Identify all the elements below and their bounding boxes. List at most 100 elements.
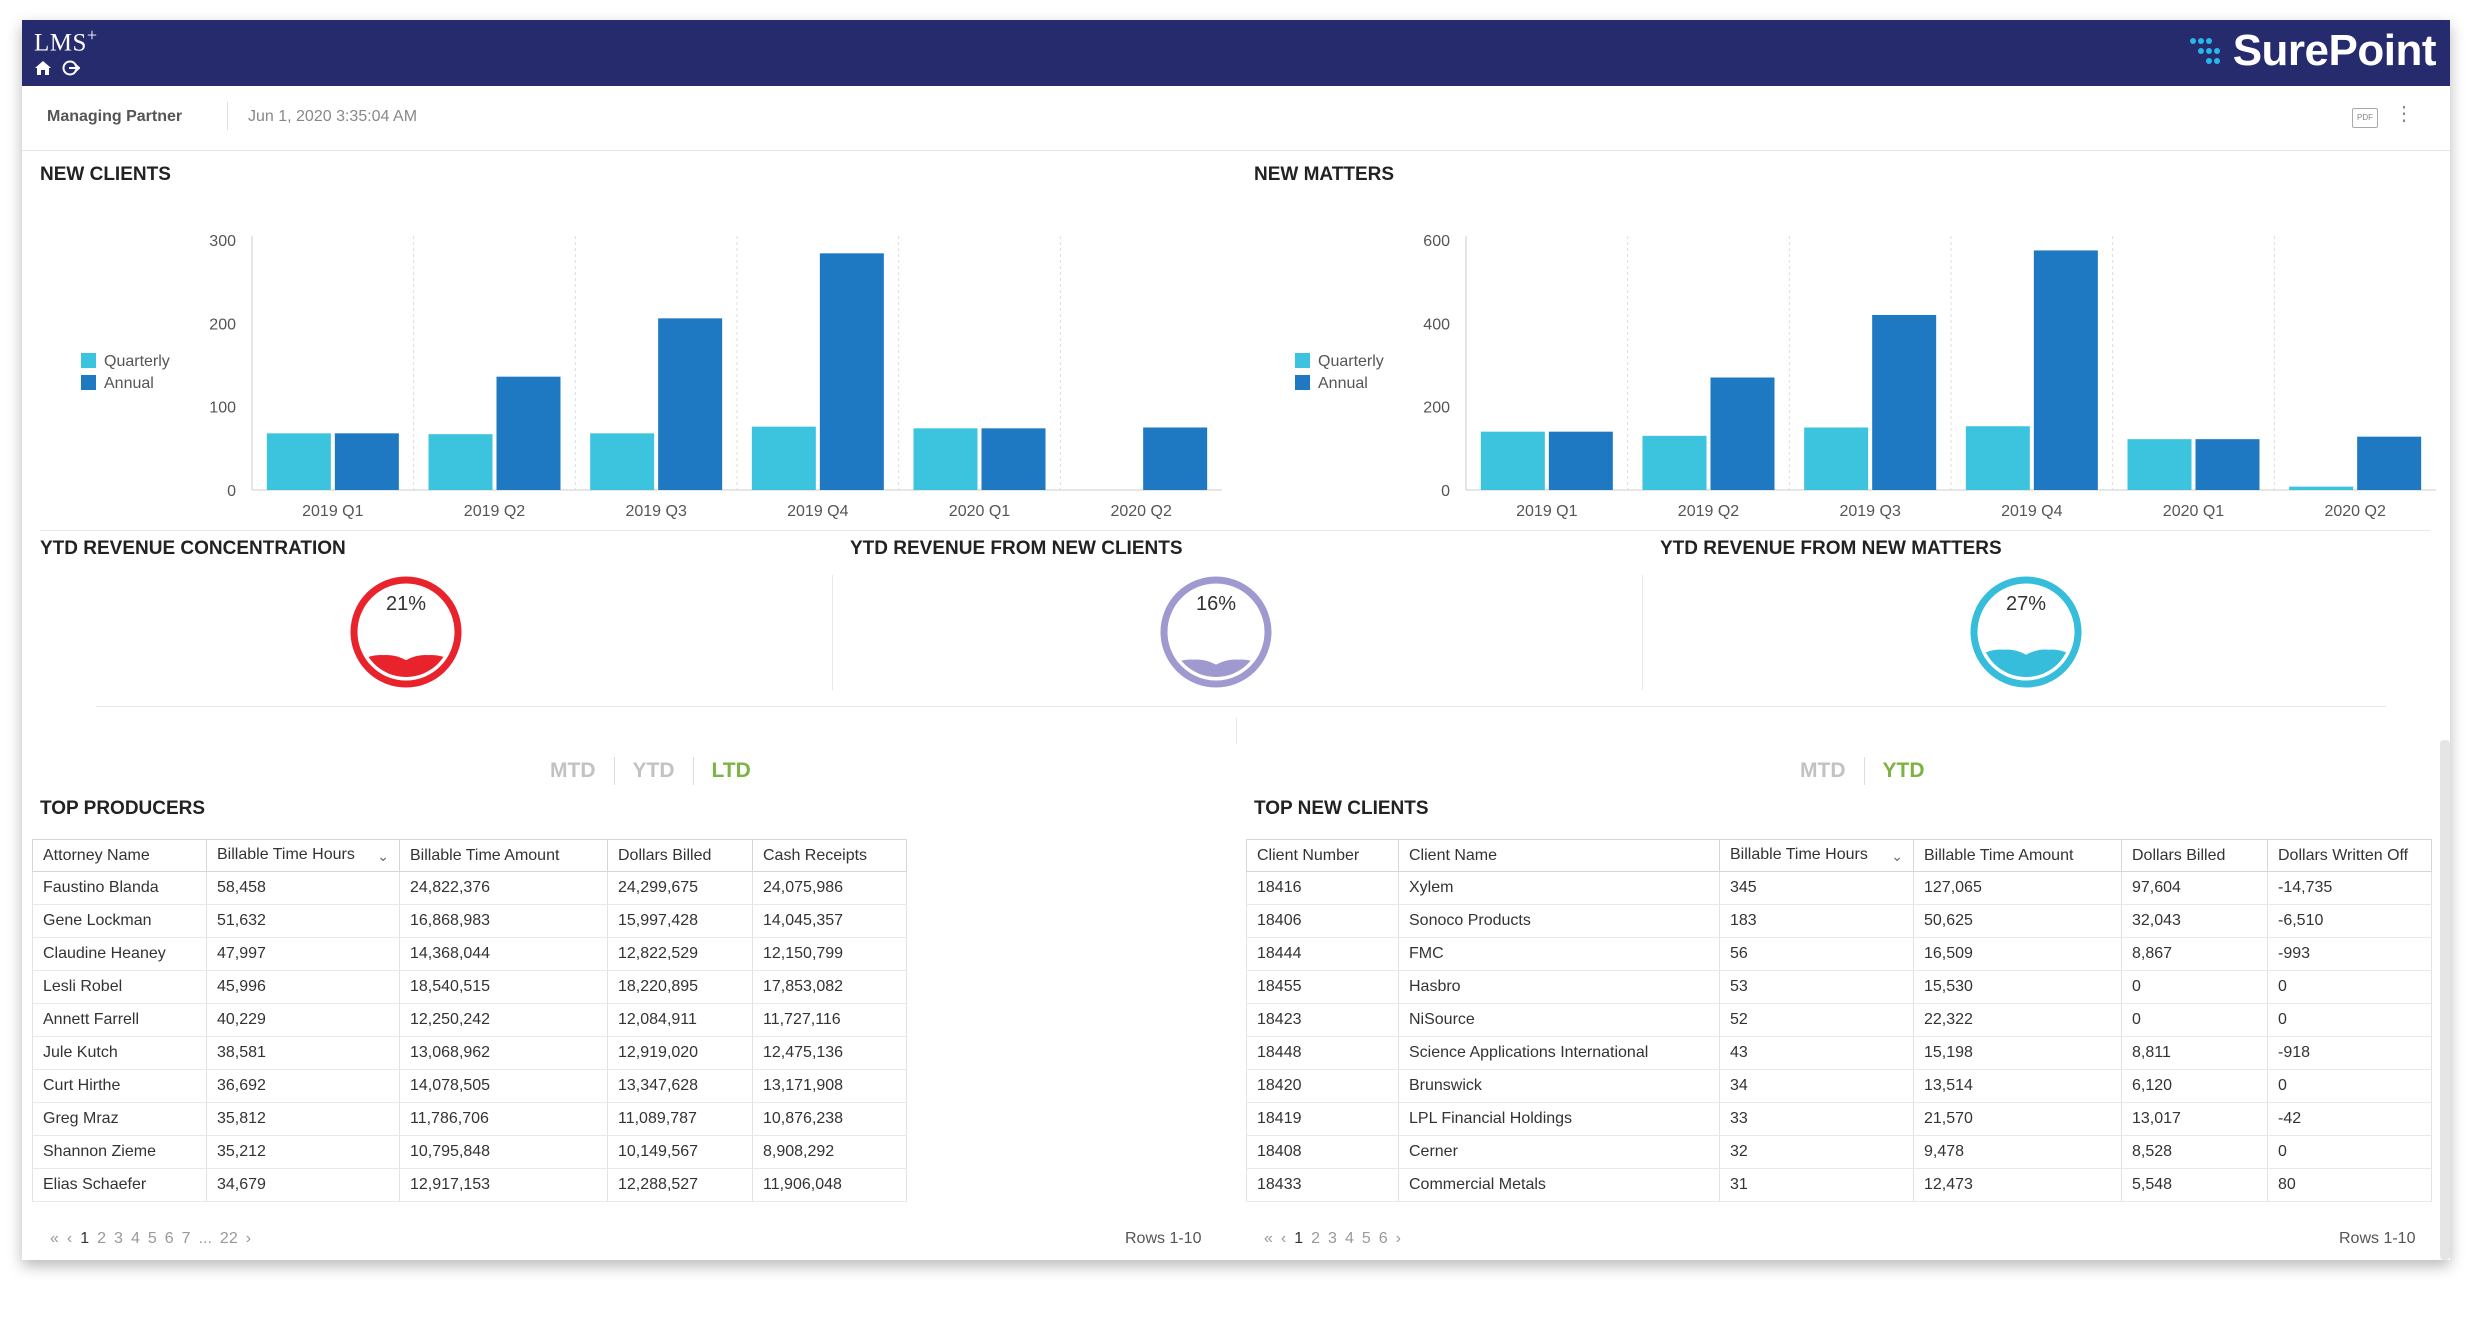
page-link[interactable]: 5 [1361, 1230, 1371, 1247]
table-row[interactable]: 18419 LPL Financial Holdings 33 21,570 13,01… [1246, 1102, 2432, 1136]
bar-quarterly[interactable] [1804, 427, 1869, 491]
table-row[interactable]: 18444 FMC 56 16,509 8,867 -993 [1246, 937, 2432, 971]
column-header[interactable]: Client Number [1246, 839, 1399, 872]
bar-annual[interactable] [496, 376, 561, 490]
table-row[interactable]: 18408 Cerner 32 9,478 8,528 0 [1246, 1135, 2432, 1169]
table-row[interactable]: Curt Hirthe 36,692 14,078,505 13,347,628 13,… [32, 1069, 907, 1103]
bar-annual[interactable] [658, 318, 723, 490]
page-link[interactable]: 3 [114, 1230, 123, 1247]
bar-annual[interactable] [1872, 315, 1937, 490]
sort-descending-icon[interactable]: ⌄ [377, 848, 389, 864]
bar-annual[interactable] [2357, 436, 2422, 490]
page-link[interactable]: 2 [97, 1230, 107, 1247]
column-header[interactable]: Cash Receipts [752, 839, 907, 872]
more-options-icon[interactable]: ⋮ [2394, 103, 2414, 125]
bar-annual[interactable] [1710, 377, 1775, 491]
table-row[interactable]: Gene Lockman 51,632 16,868,983 15,997,428 14… [32, 904, 907, 938]
table-row[interactable]: Claudine Heaney 47,997 14,368,044 12,822,52… [32, 937, 907, 971]
previous-page-icon[interactable]: ‹ [1280, 1230, 1287, 1247]
bar-quarterly[interactable] [1965, 426, 2030, 490]
gauge-ring [1160, 576, 1272, 688]
page-link[interactable]: 22 [219, 1230, 238, 1247]
next-page-icon[interactable]: › [1395, 1230, 1401, 1247]
bar-quarterly[interactable] [428, 434, 493, 490]
pdf-export-icon[interactable]: PDF [2352, 108, 2378, 128]
bar-annual[interactable] [2195, 439, 2260, 490]
table-cell: LPL Financial Holdings [1398, 1102, 1720, 1136]
table-row[interactable]: 18420 Brunswick 34 13,514 6,120 0 [1246, 1069, 2432, 1103]
bar-annual[interactable] [981, 428, 1046, 490]
table-cell: 15,997,428 [607, 904, 753, 938]
home-icon[interactable] [34, 60, 52, 76]
table-row[interactable]: 18433 Commercial Metals 31 12,473 5,548 80 [1246, 1168, 2432, 1202]
table-row[interactable]: Faustino Blanda 58,458 24,822,376 24,299,67… [32, 871, 907, 905]
first-page-icon[interactable]: « [50, 1230, 59, 1247]
bar-quarterly[interactable] [751, 426, 816, 490]
bar-quarterly[interactable] [1642, 435, 1707, 490]
page-link[interactable]: 4 [1344, 1230, 1354, 1247]
bar-quarterly[interactable] [2127, 439, 2192, 490]
sort-descending-icon[interactable]: ⌄ [1891, 848, 1903, 864]
table-row[interactable]: Greg Mraz 35,812 11,786,706 11,089,787 10,87… [32, 1102, 907, 1136]
column-header[interactable]: Billable Time Hours ⌄ [1719, 839, 1914, 872]
page-link[interactable]: 7 [181, 1230, 191, 1247]
next-page-icon[interactable]: › [245, 1230, 252, 1247]
table-row[interactable]: 18423 NiSource 52 22,322 0 0 [1246, 1003, 2432, 1037]
table-row[interactable]: Elias Schaefer 34,679 12,917,153 12,288,527… [32, 1168, 907, 1202]
toggle-ytd[interactable]: YTD [1882, 759, 1925, 782]
toggle-mtd[interactable]: MTD [550, 759, 596, 782]
column-header[interactable]: Attorney Name [32, 839, 207, 872]
bar-quarterly[interactable] [266, 433, 331, 490]
page-link[interactable]: 1 [80, 1230, 90, 1247]
table-row[interactable]: 18448 Science Applications International 4… [1246, 1036, 2432, 1070]
column-header[interactable]: Billable Time Hours ⌄ [206, 839, 400, 872]
column-header[interactable]: Dollars Written Off [2267, 839, 2432, 872]
vertical-scrollbar[interactable] [2440, 740, 2450, 1260]
previous-page-icon[interactable]: ‹ [66, 1230, 73, 1247]
toggle-ltd[interactable]: LTD [711, 759, 751, 782]
table-row[interactable]: 18455 Hasbro 53 15,530 0 0 [1246, 970, 2432, 1004]
bar-quarterly[interactable] [2289, 486, 2354, 490]
y-tick-label: 100 [209, 400, 236, 417]
column-header[interactable]: Dollars Billed [607, 839, 753, 872]
bar-quarterly[interactable] [913, 428, 978, 490]
table-row[interactable]: Lesli Robel 45,996 18,540,515 18,220,895 17,… [32, 970, 907, 1004]
page-link[interactable]: 4 [130, 1230, 140, 1247]
page-link[interactable]: 5 [147, 1230, 157, 1247]
gauge-revenue-concentration: 21% [350, 576, 462, 688]
toggle-ytd[interactable]: YTD [632, 759, 675, 782]
x-tick-label: 2019 Q4 [787, 503, 848, 520]
bar-annual[interactable] [1548, 431, 1613, 490]
column-header[interactable]: Dollars Billed [2121, 839, 2268, 872]
bar-quarterly[interactable] [590, 433, 655, 490]
table-row[interactable]: Annett Farrell 40,229 12,250,242 12,084,911… [32, 1003, 907, 1037]
first-page-icon[interactable]: « [1264, 1230, 1273, 1247]
new-clients-rows-label: Rows 1-10 [2339, 1230, 2416, 1247]
page-link[interactable]: 6 [164, 1230, 174, 1247]
column-header[interactable]: Billable Time Amount [399, 839, 608, 872]
logout-icon[interactable] [62, 60, 80, 76]
brand-name: SurePoint [2232, 26, 2437, 75]
table-row[interactable]: Jule Kutch 38,581 13,068,962 12,919,020 12,4… [32, 1036, 907, 1070]
bar-annual[interactable] [1143, 427, 1208, 491]
page-link[interactable]: 6 [1378, 1230, 1388, 1247]
y-tick-label: 400 [1423, 316, 1450, 333]
toggle-mtd[interactable]: MTD [1800, 759, 1846, 782]
table-cell: 31 [1719, 1168, 1914, 1202]
table-row[interactable]: 18406 Sonoco Products 183 50,625 32,043 -6,51… [1246, 904, 2432, 938]
table-row[interactable]: 18416 Xylem 345 127,065 97,604 -14,735 [1246, 871, 2432, 905]
bar-annual[interactable] [334, 433, 399, 490]
column-header[interactable]: Client Name [1398, 839, 1720, 872]
page-link[interactable]: 1 [1294, 1230, 1304, 1247]
table-row[interactable]: Shannon Zieme 35,212 10,795,848 10,149,567 8… [32, 1135, 907, 1169]
legend-swatch-annual [1295, 375, 1310, 390]
column-header[interactable]: Billable Time Amount [1913, 839, 2122, 872]
table-cell: 10,149,567 [607, 1135, 753, 1169]
table-cell: Shannon Zieme [32, 1135, 207, 1169]
page-link[interactable]: 2 [1311, 1230, 1321, 1247]
page-link[interactable]: 3 [1328, 1230, 1337, 1247]
bar-quarterly[interactable] [1480, 431, 1545, 490]
gauge-value-label: 21% [386, 593, 426, 615]
bar-annual[interactable] [819, 253, 884, 490]
bar-annual[interactable] [2033, 250, 2098, 490]
